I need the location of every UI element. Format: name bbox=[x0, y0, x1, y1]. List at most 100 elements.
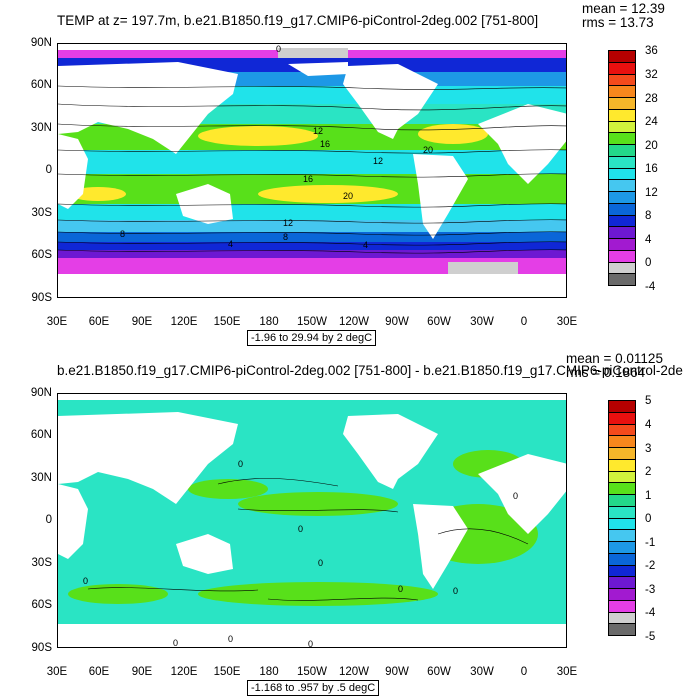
band-equator bbox=[58, 150, 566, 174]
colorbar-label: 4 bbox=[645, 419, 652, 431]
x-tick-label: 120E bbox=[170, 666, 198, 678]
x-tick-label: 150W bbox=[296, 666, 328, 678]
contour-label: 0 bbox=[513, 491, 518, 501]
contour-label: 4 bbox=[228, 239, 233, 249]
contour-label: 12 bbox=[313, 126, 323, 136]
x-tick-label: 180 bbox=[259, 666, 279, 678]
contour-label: 0 bbox=[308, 639, 313, 648]
colorbar-label: -2 bbox=[645, 560, 656, 572]
y-tick-label: 60S bbox=[31, 599, 52, 611]
panel-title: b.e21.B1850.f19_g17.CMIP6-piControl-2deg… bbox=[57, 363, 683, 378]
contour-label: 4 bbox=[363, 240, 368, 250]
x-tick-label: 150E bbox=[213, 316, 241, 328]
colorbar-label: 1 bbox=[645, 490, 652, 502]
contour-label: 16 bbox=[303, 174, 313, 184]
contour-label: 0 bbox=[83, 576, 88, 586]
contour-label: 12 bbox=[373, 156, 383, 166]
y-tick-label: 0 bbox=[45, 164, 52, 176]
warm-pool-indian bbox=[70, 187, 126, 201]
contour-label: 0 bbox=[173, 638, 178, 648]
temperature-map: 0 12 16 12 20 16 20 12 8 4 8 4 bbox=[58, 44, 566, 297]
colorbar-label: 12 bbox=[645, 187, 658, 199]
mean-stat: mean = 12.39 bbox=[582, 1, 665, 16]
band-s-temperate bbox=[58, 204, 566, 220]
contour-label: 20 bbox=[343, 191, 353, 201]
warm-pool-spac bbox=[258, 185, 398, 203]
x-tick-label: 150E bbox=[213, 666, 241, 678]
land bbox=[58, 44, 566, 297]
panel-difference: b.e21.B1850.f19_g17.CMIP6-piControl-2deg… bbox=[0, 350, 700, 700]
colorbar-label: -3 bbox=[645, 584, 656, 596]
band-s-mid bbox=[58, 220, 566, 232]
band-acc bbox=[58, 242, 566, 250]
x-tick-label: 0 bbox=[520, 316, 528, 328]
x-tick-label: 60W bbox=[427, 666, 451, 678]
contour-label: 12 bbox=[283, 218, 293, 228]
y-tick-label: 30N bbox=[30, 472, 52, 484]
rms-stat: rms = 13.73 bbox=[582, 15, 654, 30]
panel-absolute-temp: TEMP at z= 197.7m, b.e21.B1850.f19_g17.C… bbox=[30, 1, 665, 346]
y-tick-label: 30S bbox=[31, 207, 52, 219]
x-tick-label: 180 bbox=[259, 316, 279, 328]
band-southern bbox=[58, 250, 566, 258]
x-tick-label: 30E bbox=[556, 666, 578, 678]
map-plot: 0 0 0 0 0 0 0 0 0 0 bbox=[57, 393, 567, 648]
contour-range-label: -1.168 to .957 by .5 degC bbox=[247, 680, 380, 696]
y-tick-label: 60S bbox=[31, 249, 52, 261]
y-tick-label: 0 bbox=[45, 514, 52, 526]
land bbox=[58, 394, 566, 647]
colorbar-label: 20 bbox=[645, 140, 658, 152]
contour-range-label: -1.96 to 29.94 by 2 degC bbox=[247, 330, 377, 346]
x-tick-label: 120W bbox=[338, 666, 370, 678]
colorbar-label: 0 bbox=[645, 257, 652, 269]
x-tick-label: 150W bbox=[296, 316, 328, 328]
band-antarctic-margin bbox=[58, 258, 566, 274]
colorbar-label: 32 bbox=[645, 69, 658, 81]
colorbar-label: 3 bbox=[645, 443, 652, 455]
contour-label: 0 bbox=[276, 44, 281, 54]
y-tick-label: 90N bbox=[30, 387, 52, 399]
colorbar-label: -1 bbox=[645, 537, 656, 549]
colorbar-label: 28 bbox=[645, 93, 658, 105]
contour-label: 0 bbox=[238, 459, 243, 469]
y-tick-label: 60N bbox=[30, 79, 52, 91]
difference-map: 0 0 0 0 0 0 0 0 0 0 bbox=[58, 394, 566, 648]
band-s-high bbox=[58, 232, 566, 242]
contour-label: 0 bbox=[228, 634, 233, 644]
x-tick-label: 120E bbox=[170, 316, 198, 328]
x-tick-label: 30W bbox=[470, 666, 494, 678]
colorbar-label: 24 bbox=[645, 116, 658, 128]
x-tick-label: 90W bbox=[385, 316, 409, 328]
colorbar-swatch bbox=[608, 623, 636, 636]
colorbar-label: 16 bbox=[645, 163, 658, 175]
colorbar-label: 4 bbox=[645, 234, 652, 246]
colorbar-label: 8 bbox=[645, 210, 652, 222]
contour-label: 0 bbox=[298, 524, 303, 534]
x-tick-label: 60E bbox=[88, 666, 110, 678]
x-tick-label: 0 bbox=[520, 666, 528, 678]
contour-label: 0 bbox=[398, 584, 403, 594]
colorbar-swatch bbox=[608, 273, 636, 286]
contour-lines bbox=[87, 478, 529, 601]
y-tick-label: 90N bbox=[30, 37, 52, 49]
warm-pool-natl bbox=[418, 124, 488, 144]
sea-ice-south bbox=[448, 262, 518, 274]
colorbar-label: -4 bbox=[645, 607, 656, 619]
colorbar-label: -4 bbox=[645, 281, 656, 293]
map-plot: 0 12 16 12 20 16 20 12 8 4 8 4 bbox=[57, 43, 567, 298]
contour-label-group: 0 12 16 12 20 16 20 12 8 4 8 4 bbox=[120, 44, 433, 250]
contour-label: 8 bbox=[120, 229, 125, 239]
panel-title: TEMP at z= 197.7m, b.e21.B1850.f19_g17.C… bbox=[57, 13, 539, 28]
y-tick-label: 60N bbox=[30, 429, 52, 441]
contour-label: 8 bbox=[283, 232, 288, 242]
y-tick-label: 90S bbox=[31, 642, 52, 654]
x-tick-label: 60E bbox=[88, 316, 110, 328]
x-tick-label: 30E bbox=[46, 666, 68, 678]
x-tick-label: 90E bbox=[131, 666, 153, 678]
contour-label: 0 bbox=[318, 558, 323, 568]
x-tick-label: 60W bbox=[427, 316, 451, 328]
contour-label: 16 bbox=[320, 139, 330, 149]
x-tick-label: 90E bbox=[131, 316, 153, 328]
colorbar-label: 0 bbox=[645, 513, 652, 525]
x-tick-label: 120W bbox=[338, 316, 370, 328]
